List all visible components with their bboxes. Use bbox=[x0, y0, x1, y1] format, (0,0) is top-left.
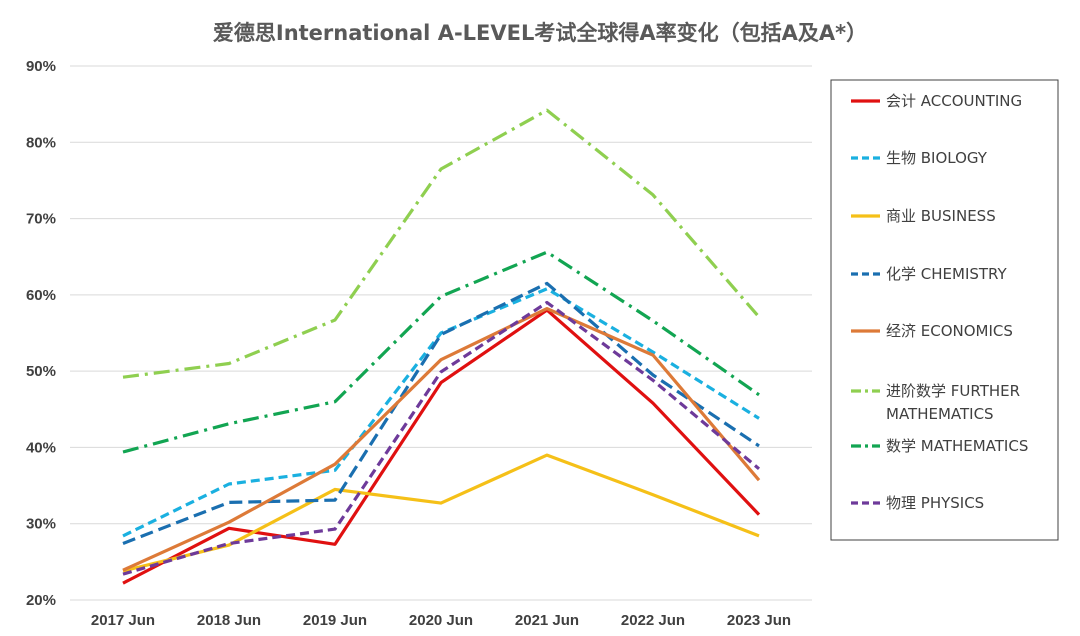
x-tick-label: 2023 Jun bbox=[727, 612, 791, 629]
y-tick-label: 30% bbox=[26, 516, 56, 533]
y-tick-label: 70% bbox=[26, 211, 56, 228]
series-line-4 bbox=[122, 307, 761, 572]
y-tick-label: 50% bbox=[26, 363, 56, 380]
x-tick-label: 2018 Jun bbox=[197, 612, 261, 629]
series-line-2 bbox=[122, 453, 760, 573]
legend-label: 数学 MATHEMATICS bbox=[886, 437, 1028, 455]
series-line-7 bbox=[122, 300, 761, 576]
y-tick-label: 60% bbox=[26, 287, 56, 304]
series-line-0 bbox=[122, 308, 761, 585]
y-tick-label: 90% bbox=[26, 58, 56, 75]
legend-label: 生物 BIOLOGY bbox=[886, 149, 988, 167]
y-tick-label: 20% bbox=[26, 592, 56, 609]
series-line-6 bbox=[122, 250, 760, 454]
legend-label: 化学 CHEMISTRY bbox=[886, 265, 1008, 283]
legend-label: 进阶数学 FURTHER MATHEMATICS bbox=[886, 382, 1020, 423]
legend-label: 会计 ACCOUNTING bbox=[886, 92, 1022, 110]
x-tick-label: 2020 Jun bbox=[409, 612, 473, 629]
series-lines bbox=[122, 108, 761, 585]
x-tick-label: 2019 Jun bbox=[303, 612, 367, 629]
x-axis-ticks: 2017 Jun 2018 Jun 2019 Jun 2020 Jun 2021 Jun… bbox=[91, 612, 791, 629]
x-tick-label: 2017 Jun bbox=[91, 612, 155, 629]
series-line-1 bbox=[122, 287, 760, 538]
y-axis-ticks: 20% 30% 40% 50% 60% 70% 80% 90% bbox=[26, 58, 56, 609]
y-tick-label: 80% bbox=[26, 134, 56, 151]
x-tick-label: 2021 Jun bbox=[515, 612, 579, 629]
legend: 会计 ACCOUNTING 生物 BIOLOGY 商业 BUSINESS 化学 CHE… bbox=[830, 79, 1059, 541]
series-line-3 bbox=[122, 281, 760, 545]
chart-title: 爱德思International A-LEVEL考试全球得A率变化（包括A及A*… bbox=[213, 21, 867, 45]
gridlines bbox=[70, 65, 812, 601]
legend-label: 物理 PHYSICS bbox=[886, 494, 984, 512]
y-tick-label: 40% bbox=[26, 439, 56, 456]
x-tick-label: 2022 Jun bbox=[621, 612, 685, 629]
series-line-5 bbox=[122, 108, 761, 379]
legend-label: 商业 BUSINESS bbox=[886, 207, 996, 225]
legend-label: 经济 ECONOMICS bbox=[886, 322, 1013, 340]
